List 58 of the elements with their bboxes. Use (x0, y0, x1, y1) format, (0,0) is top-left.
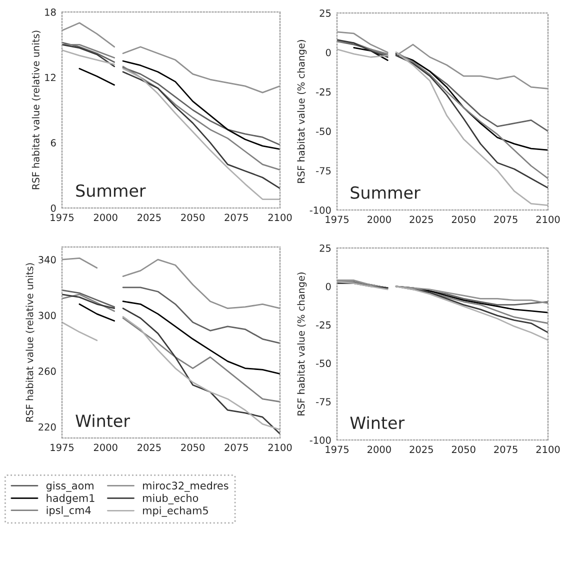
y-tick-label: 18 (45, 8, 56, 16)
x-tick-label: 2075 (224, 444, 248, 452)
legend-label: miroc32_medres (143, 481, 228, 492)
y-tick-label: 300 (38, 312, 56, 320)
annotation: Winter (76, 414, 130, 428)
x-tick-label: 1975 (326, 216, 349, 224)
y-tick-label: 6 (50, 139, 56, 146)
y-tick-label: 220 (38, 423, 56, 431)
annotation: Summer (350, 186, 420, 199)
x-tick-label: 1975 (326, 446, 349, 454)
x-tick-label: 1975 (50, 444, 74, 452)
y-tick-label: 340 (38, 256, 56, 264)
y-tick-label: 260 (38, 368, 56, 375)
y-tick-label: -25 (316, 321, 331, 329)
x-tick-label: 2050 (452, 216, 476, 224)
y-axis-title: RSF habitat value (% change) (297, 272, 307, 416)
x-tick-label: 2075 (494, 216, 518, 224)
y-tick-label: -50 (316, 128, 331, 136)
y-tick-label: 0 (50, 204, 56, 212)
y-tick-label: -25 (316, 88, 331, 96)
x-tick-label: 2075 (224, 214, 248, 222)
y-tick-label: -100 (310, 206, 331, 214)
x-tick-label: 2100 (268, 214, 292, 222)
x-tick-label: 2100 (268, 444, 292, 452)
y-tick-label: 25 (320, 9, 331, 17)
x-tick-label: 2050 (181, 214, 205, 222)
x-tick-label: 2025 (138, 444, 161, 452)
y-axis-title: RSF habitat value (% change) (297, 40, 307, 183)
y-tick-label: 25 (320, 244, 331, 252)
y-tick-label: -75 (316, 167, 331, 174)
legend-label: mpi_echam5 (143, 506, 208, 517)
annotation: Winter (350, 416, 405, 430)
x-tick-label: 2075 (494, 446, 518, 454)
annotation: Summer (76, 184, 146, 197)
x-tick-label: 2050 (181, 444, 205, 452)
x-tick-label: 2025 (410, 216, 433, 224)
x-tick-label: 2000 (94, 214, 118, 222)
y-tick-label: 12 (45, 74, 56, 82)
legend-label: miub_echo (143, 494, 198, 504)
legend-label: ipsl_cm4 (46, 506, 91, 516)
x-tick-label: 2025 (138, 214, 161, 222)
legend-label: hadgem1 (46, 494, 94, 504)
x-tick-label: 2100 (536, 446, 560, 454)
y-tick-label: -50 (316, 360, 331, 368)
x-tick-label: 2100 (536, 216, 560, 224)
y-axis-title: RSF habitat value (relative units) (32, 30, 41, 190)
y-tick-label: 0 (326, 48, 331, 56)
x-tick-label: 2000 (368, 446, 391, 454)
y-axis-title: RSF habitat value (relative units) (26, 263, 34, 422)
x-tick-label: 2000 (368, 216, 391, 224)
x-tick-label: 2050 (452, 446, 476, 454)
x-tick-label: 2025 (410, 446, 433, 454)
y-tick-label: 0 (326, 282, 331, 290)
y-tick-label: -75 (316, 398, 331, 406)
x-tick-label: 1975 (50, 214, 74, 222)
legend-label: giss_aom (46, 481, 94, 492)
x-tick-label: 2000 (94, 444, 118, 452)
y-tick-label: -100 (310, 436, 331, 444)
